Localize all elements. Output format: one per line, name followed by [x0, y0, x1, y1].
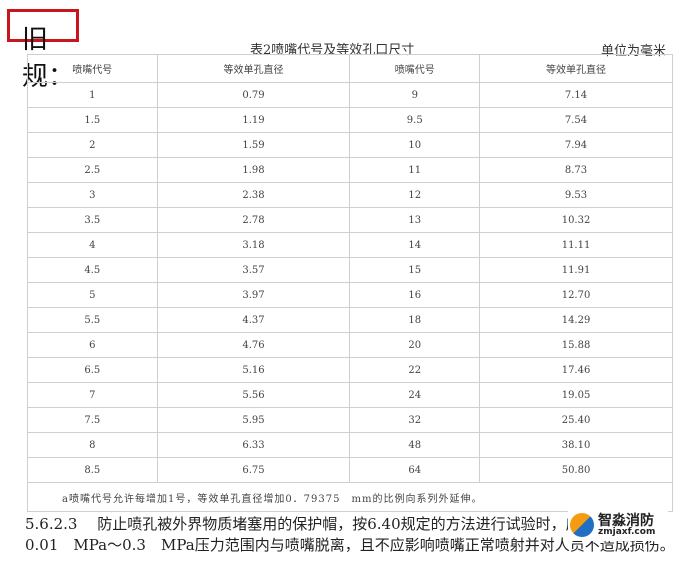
table-row: 8.5 6.75 64 50.80 [27, 457, 673, 483]
clause-line-1: 5.6.2.3 防止喷孔被外界物质堵塞用的保护帽，按6.40规定的方法进行试验时… [25, 515, 596, 533]
table-cell: 4 [27, 232, 158, 258]
table-cell: 15 [349, 257, 481, 283]
table-cell: 25.40 [479, 407, 673, 433]
table-row: 1.5 1.19 9.5 7.54 [27, 107, 673, 133]
table-cell: 3.5 [27, 207, 158, 233]
column-header: 喷嘴代号 [349, 54, 481, 83]
table-cell: 64 [349, 457, 481, 483]
table-row: 3.5 2.78 13 10.32 [27, 207, 673, 233]
table-cell: 38.10 [479, 432, 673, 458]
table-cell: 5.56 [156, 382, 351, 408]
table-cell: 1.98 [156, 157, 351, 183]
watermark-name: 智淼消防 [598, 513, 654, 529]
table-cell: 10 [349, 132, 481, 158]
table-row: 8 6.33 48 38.10 [27, 432, 673, 458]
table-cell: 32 [349, 407, 481, 433]
nozzle-table: 喷嘴代号 等效单孔直径 喷嘴代号 等效单孔直径 1 0.79 9 7.14 1.5 1.19 9.5… [27, 54, 673, 512]
column-header: 等效单孔直径 [479, 54, 673, 83]
table-header-row: 喷嘴代号 等效单孔直径 喷嘴代号 等效单孔直径 [27, 54, 673, 83]
table-cell: 17.46 [479, 357, 673, 383]
table-cell: 10.32 [479, 207, 673, 233]
table-cell: 11.91 [479, 257, 673, 283]
table-cell: 3.57 [156, 257, 351, 283]
table-row: 4.5 3.57 15 11.91 [27, 257, 673, 283]
table-cell: 12.70 [479, 282, 673, 308]
table-cell: 24 [349, 382, 481, 408]
table-cell: 9.53 [479, 182, 673, 208]
table-cell: 1 [27, 82, 158, 108]
table-cell: 11.11 [479, 232, 673, 258]
table-cell: 5 [27, 282, 158, 308]
table-row: 7 5.56 24 19.05 [27, 382, 673, 408]
table-row: 2 1.59 10 7.94 [27, 132, 673, 158]
table-cell: 1.5 [27, 107, 158, 133]
table-cell: 2.5 [27, 157, 158, 183]
table-row: 4 3.18 14 11.11 [27, 232, 673, 258]
watermark-logo-icon [570, 513, 594, 537]
table-cell: 7.14 [479, 82, 673, 108]
table-cell: 11 [349, 157, 481, 183]
table-cell: 9 [349, 82, 481, 108]
clause-line-2: 0.01 MPa～0.3 MPa压力范围内与喷嘴脱离，且不应影响喷嘴正常喷射并对… [25, 536, 675, 554]
table-cell: 2.78 [156, 207, 351, 233]
table-row: 5 3.97 16 12.70 [27, 282, 673, 308]
table-cell: 22 [349, 357, 481, 383]
watermark: 智淼消防 zmjaxf.com [568, 511, 668, 541]
table-cell: 16 [349, 282, 481, 308]
table-cell: 7.94 [479, 132, 673, 158]
table-cell: 15.88 [479, 332, 673, 358]
table-cell: 8.5 [27, 457, 158, 483]
table-cell: 1.59 [156, 132, 351, 158]
clause-paragraph: 5.6.2.3 防止喷孔被外界物质堵塞用的保护帽，按6.40规定的方法进行试验时… [25, 514, 695, 556]
table-cell: 7.5 [27, 407, 158, 433]
old-rule-label-box: 旧规： [7, 9, 79, 92]
table-cell: 19.05 [479, 382, 673, 408]
table-cell: 8 [27, 432, 158, 458]
table-cell: 50.80 [479, 457, 673, 483]
table-cell: 5.16 [156, 357, 351, 383]
column-header: 等效单孔直径 [156, 54, 351, 83]
table-cell: 4.76 [156, 332, 351, 358]
table-cell: 7 [27, 382, 158, 408]
table-cell: 6.75 [156, 457, 351, 483]
table-cell: 2 [27, 132, 158, 158]
table-cell: 5.95 [156, 407, 351, 433]
table-cell: 4.5 [27, 257, 158, 283]
table-footnote: a喷嘴代号允许每增加1号，等效单孔直径增加0．79375 mm的比例向系列外延伸… [27, 482, 673, 512]
table-cell: 3.18 [156, 232, 351, 258]
table-cell: 14.29 [479, 307, 673, 333]
table-row: 7.5 5.95 32 25.40 [27, 407, 673, 433]
table-row: 3 2.38 12 9.53 [27, 182, 673, 208]
table-cell: 3 [27, 182, 158, 208]
table-cell: 0.79 [156, 82, 351, 108]
table-cell: 8.73 [479, 157, 673, 183]
table-cell: 7.54 [479, 107, 673, 133]
table-cell: 6.33 [156, 432, 351, 458]
watermark-url: zmjaxf.com [598, 527, 656, 537]
table-cell: 12 [349, 182, 481, 208]
column-header: 喷嘴代号 [27, 54, 158, 83]
table-cell: 4.37 [156, 307, 351, 333]
table-cell: 5.5 [27, 307, 158, 333]
table-cell: 14 [349, 232, 481, 258]
table-cell: 9.5 [349, 107, 481, 133]
table-cell: 6.5 [27, 357, 158, 383]
table-cell: 20 [349, 332, 481, 358]
table-cell: 2.38 [156, 182, 351, 208]
table-row: 6 4.76 20 15.88 [27, 332, 673, 358]
table-row: 1 0.79 9 7.14 [27, 82, 673, 108]
table-cell: 18 [349, 307, 481, 333]
table-cell: 6 [27, 332, 158, 358]
table-row: 2.5 1.98 11 8.73 [27, 157, 673, 183]
table-cell: 13 [349, 207, 481, 233]
table-row: 6.5 5.16 22 17.46 [27, 357, 673, 383]
table-row: 5.5 4.37 18 14.29 [27, 307, 673, 333]
table-cell: 1.19 [156, 107, 351, 133]
table-cell: 48 [349, 432, 481, 458]
table-cell: 3.97 [156, 282, 351, 308]
table-note-row: a喷嘴代号允许每增加1号，等效单孔直径增加0．79375 mm的比例向系列外延伸… [27, 482, 673, 512]
